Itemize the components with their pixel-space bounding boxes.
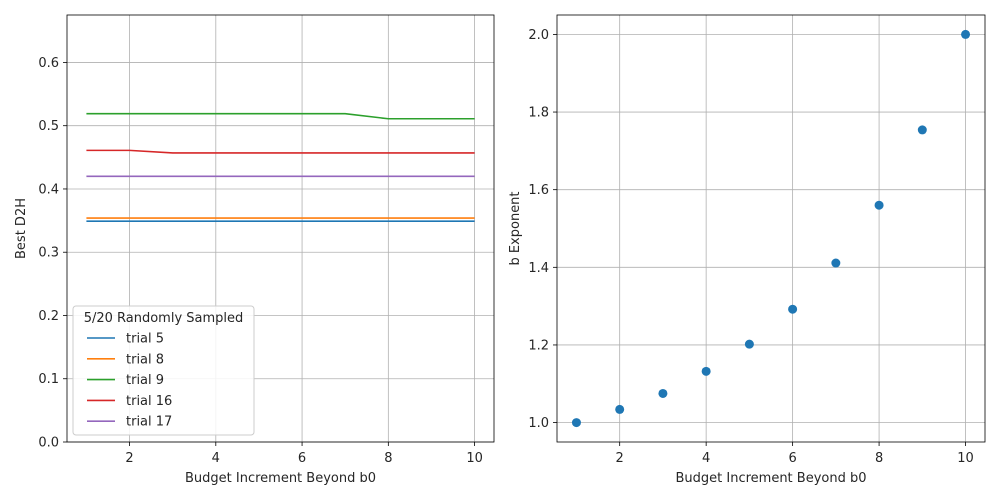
- series-line-trial-16: [86, 149, 475, 154]
- left-y-tick-label: 0.2: [38, 309, 59, 324]
- right-y-tick-label: 2.0: [528, 28, 549, 43]
- right-x-tick-label: 8: [875, 451, 883, 466]
- left-chart-panel: 2 4 6 8 10 0.0 0.1 0.2 0.3 0.4 0.5 0.6 Budget Increm…: [14, 14, 495, 486]
- left-y-tick-label: 0.3: [38, 246, 59, 261]
- right-y-tick-label: 1.4: [528, 261, 549, 276]
- right-y-axis-label: b Exponent: [508, 191, 523, 265]
- legend-label-trial-8: trial 8: [126, 352, 164, 367]
- right-chart-panel: 2 4 6 8 10 1.0 1.2 1.4 1.6 1.8 2.0 Budget Increment…: [508, 14, 986, 486]
- right-y-tick-label: 1.0: [528, 416, 549, 431]
- legend: 5/20 Randomly Sampled trial 5 trial 8 trial…: [72, 305, 255, 436]
- left-y-axis-label: Best D2H: [14, 198, 29, 259]
- right-x-tick-label: 6: [788, 451, 796, 466]
- legend-title: 5/20 Randomly Sampled: [84, 311, 244, 326]
- left-plot-frame: [66, 14, 495, 443]
- scatter-point: [701, 366, 711, 376]
- scatter-point: [961, 29, 971, 39]
- right-y-tick-label: 1.8: [528, 106, 549, 121]
- left-y-tick-label: 0.6: [38, 56, 59, 71]
- left-x-tick-label: 2: [125, 451, 133, 466]
- legend-box: [72, 305, 255, 436]
- left-y-tick-label: 0.1: [38, 372, 59, 387]
- legend-label-trial-16: trial 16: [126, 394, 172, 409]
- legend-label-trial-17: trial 17: [126, 415, 172, 430]
- left-x-tick-label: 10: [466, 451, 483, 466]
- scatter-point: [744, 339, 754, 349]
- scatter-point: [571, 418, 581, 428]
- left-y-tick-label: 0.0: [38, 436, 59, 451]
- scatter-point: [874, 200, 884, 210]
- scatter-point: [788, 304, 798, 314]
- series-line-trial-9: [86, 112, 475, 120]
- left-x-tick-label: 4: [212, 451, 220, 466]
- right-plot-frame: [556, 14, 986, 443]
- legend-label-trial-5: trial 5: [126, 332, 164, 347]
- right-x-tick-label: 10: [957, 451, 974, 466]
- left-x-tick-label: 6: [298, 451, 306, 466]
- left-y-tick-label: 0.4: [38, 182, 59, 197]
- scatter-point: [615, 404, 625, 414]
- left-x-axis-label: Budget Increment Beyond b0: [185, 471, 376, 486]
- left-x-tick-label: 8: [384, 451, 392, 466]
- scatter-point: [831, 258, 841, 268]
- right-x-tick-label: 4: [702, 451, 710, 466]
- scatter-point: [917, 125, 927, 135]
- left-y-tick-label: 0.5: [38, 119, 59, 134]
- legend-label-trial-9: trial 9: [126, 373, 164, 388]
- right-y-tick-label: 1.2: [528, 338, 549, 353]
- right-x-axis-label: Budget Increment Beyond b0: [675, 471, 866, 486]
- right-x-tick-label: 2: [616, 451, 624, 466]
- right-y-tick-label: 1.6: [528, 183, 549, 198]
- scatter-point: [658, 388, 668, 398]
